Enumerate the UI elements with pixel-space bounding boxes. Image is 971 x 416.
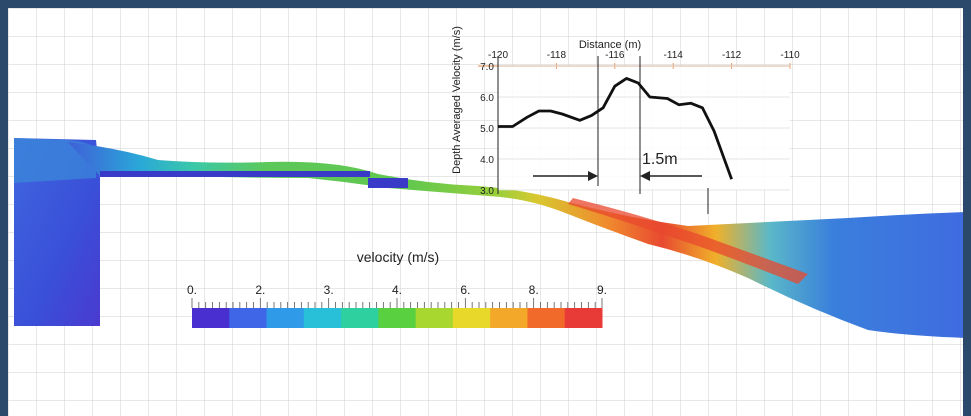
background-grid (8, 8, 963, 416)
simulation-figure: velocity (m/s) 0. 2. 3. 4. 6. 8. 9. Distance (… (8, 8, 963, 416)
colorbar-title: velocity (m/s) (357, 249, 439, 265)
inset-y-tick-label: 4.0 (480, 155, 494, 166)
colorbar-color-blocks (192, 308, 603, 328)
distance-annotation: 1.5m (642, 151, 678, 168)
colorbar-tick-label: 9. (597, 283, 607, 297)
inset-x-tick-label: -112 (722, 50, 742, 61)
reservoir-block (14, 138, 100, 326)
inset-y-tick-label: 7.0 (480, 62, 494, 73)
lower-ledge (368, 178, 408, 188)
flow-domain (14, 138, 963, 338)
colorbar: velocity (m/s) 0. 2. 3. 4. 6. 8. 9. (187, 249, 607, 328)
inset-chart: Distance (m) -120 -118 -116 -114 -112 -110 3.… (451, 26, 800, 214)
inset-x-tick-label: -116 (605, 50, 625, 61)
colorbar-block (303, 308, 342, 328)
inset-y-ticks: 3.0 4.0 5.0 6.0 7.0 (480, 62, 790, 197)
inset-y-tick-label: 6.0 (480, 93, 494, 104)
colorbar-block (452, 308, 491, 328)
colorbar-block (229, 308, 268, 328)
inset-x-tick-label: -114 (664, 50, 684, 61)
inset-x-tick-label: -120 (488, 50, 508, 61)
inset-x-tick-label: -118 (547, 50, 567, 61)
colorbar-tick-label: 0. (187, 283, 197, 297)
colorbar-block (341, 308, 379, 328)
inset-y-axis-title: Depth Averaged Velocity (m/s) (451, 26, 463, 174)
colorbar-block (266, 308, 305, 328)
inset-top-axis-title: Distance (m) (579, 39, 641, 51)
inset-x-tick-label: -110 (780, 50, 800, 61)
flow-core (568, 198, 808, 284)
flow-jet (68, 142, 963, 338)
colorbar-minor-ticks (191, 298, 603, 308)
colorbar-block (192, 308, 230, 328)
colorbar-tick-label: 4. (392, 283, 402, 297)
colorbar-block (378, 308, 417, 328)
colorbar-tick-label: 3. (324, 283, 334, 297)
colorbar-tick-label: 8. (529, 283, 539, 297)
arrow-right-head (640, 171, 650, 181)
inset-y-tick-label: 5.0 (480, 124, 494, 135)
colorbar-tick-label: 6. (460, 283, 470, 297)
colorbar-tick-labels: 0. 2. 3. 4. 6. 8. 9. (187, 283, 607, 297)
inset-y-tick-label: 3.0 (480, 186, 494, 197)
colorbar-tick-label: 2. (255, 283, 265, 297)
figure-frame: velocity (m/s) 0. 2. 3. 4. 6. 8. 9. Distance (… (8, 8, 963, 416)
upper-ledge (100, 171, 370, 177)
colorbar-block (490, 308, 528, 328)
velocity-profile-line (498, 77, 733, 180)
arrow-left-head (588, 171, 598, 181)
colorbar-block (415, 308, 454, 328)
colorbar-block (527, 308, 566, 328)
colorbar-block (564, 308, 603, 328)
